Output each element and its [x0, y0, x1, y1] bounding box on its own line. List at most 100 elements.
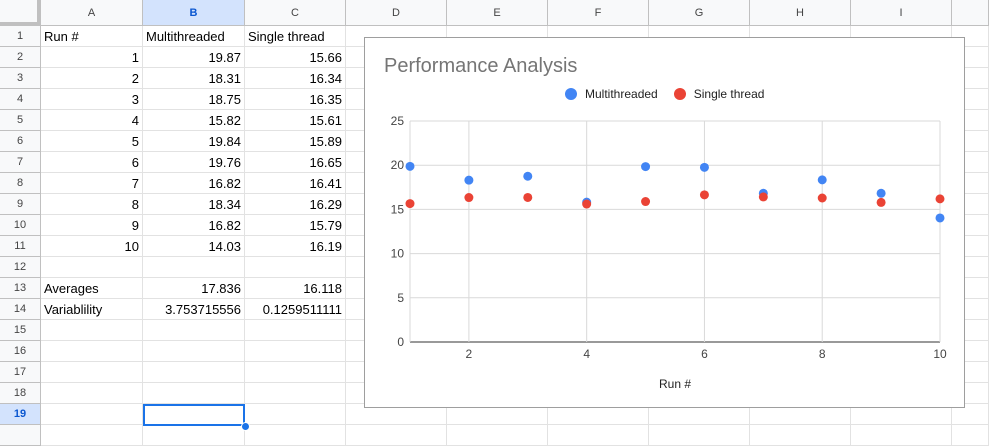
table-cell[interactable]	[245, 425, 346, 446]
table-cell[interactable]: Averages	[41, 278, 143, 299]
column-header[interactable]	[952, 0, 989, 26]
row-header[interactable]: 15	[0, 320, 41, 341]
row-header[interactable]: 18	[0, 383, 41, 404]
row-header[interactable]: 17	[0, 362, 41, 383]
table-cell[interactable]	[143, 362, 245, 383]
table-cell[interactable]: 18.31	[143, 68, 245, 89]
table-cell[interactable]: 18.34	[143, 194, 245, 215]
select-all-corner[interactable]	[0, 0, 41, 26]
scatter-chart[interactable]: Performance Analysis Multithreaded Singl…	[364, 37, 965, 408]
table-cell[interactable]	[41, 320, 143, 341]
row-header[interactable]: 4	[0, 89, 41, 110]
column-header[interactable]: F	[548, 0, 649, 26]
table-cell[interactable]	[447, 404, 548, 425]
table-cell[interactable]: 19.84	[143, 131, 245, 152]
table-cell[interactable]: 8	[41, 194, 143, 215]
table-cell[interactable]	[41, 362, 143, 383]
table-cell[interactable]	[143, 257, 245, 278]
table-cell[interactable]	[41, 404, 143, 425]
table-cell[interactable]	[41, 257, 143, 278]
table-cell[interactable]: 3.753715556	[143, 299, 245, 320]
column-header[interactable]: D	[346, 0, 447, 26]
table-cell[interactable]: 15.89	[245, 131, 346, 152]
table-cell[interactable]	[346, 404, 447, 425]
table-cell[interactable]: 16.82	[143, 173, 245, 194]
fill-handle[interactable]	[241, 422, 250, 431]
row-header[interactable]: 16	[0, 341, 41, 362]
table-cell[interactable]: 10	[41, 236, 143, 257]
table-cell[interactable]: 16.34	[245, 68, 346, 89]
table-cell[interactable]: 16.29	[245, 194, 346, 215]
row-header[interactable]	[0, 425, 41, 446]
row-header[interactable]: 14	[0, 299, 41, 320]
table-cell[interactable]	[143, 425, 245, 446]
table-cell[interactable]: 6	[41, 152, 143, 173]
column-header[interactable]: B	[143, 0, 245, 26]
table-cell[interactable]: 16.82	[143, 215, 245, 236]
row-header[interactable]: 5	[0, 110, 41, 131]
column-header[interactable]: A	[41, 0, 143, 26]
table-cell[interactable]: 15.61	[245, 110, 346, 131]
table-cell[interactable]: Multithreaded	[143, 26, 245, 47]
table-cell[interactable]	[649, 404, 750, 425]
table-cell[interactable]	[41, 341, 143, 362]
column-header[interactable]: H	[750, 0, 851, 26]
row-header[interactable]: 1	[0, 26, 41, 47]
selected-cell-outline[interactable]	[143, 404, 245, 426]
table-cell[interactable]	[245, 404, 346, 425]
table-cell[interactable]: 15.79	[245, 215, 346, 236]
row-header[interactable]: 19	[0, 404, 41, 425]
table-cell[interactable]	[245, 362, 346, 383]
table-cell[interactable]: Single thread	[245, 26, 346, 47]
column-header[interactable]: G	[649, 0, 750, 26]
table-cell[interactable]: 7	[41, 173, 143, 194]
row-header[interactable]: 9	[0, 194, 41, 215]
table-cell[interactable]	[143, 320, 245, 341]
table-cell[interactable]: 14.03	[143, 236, 245, 257]
table-cell[interactable]: 16.118	[245, 278, 346, 299]
table-cell[interactable]	[143, 383, 245, 404]
table-cell[interactable]	[447, 425, 548, 446]
table-cell[interactable]	[41, 383, 143, 404]
table-cell[interactable]	[41, 425, 143, 446]
row-header[interactable]: 12	[0, 257, 41, 278]
table-cell[interactable]: 3	[41, 89, 143, 110]
row-header[interactable]: 6	[0, 131, 41, 152]
row-header[interactable]: 3	[0, 68, 41, 89]
row-header[interactable]: 13	[0, 278, 41, 299]
table-cell[interactable]: 15.82	[143, 110, 245, 131]
row-header[interactable]: 7	[0, 152, 41, 173]
table-cell[interactable]: 16.65	[245, 152, 346, 173]
table-cell[interactable]: 1	[41, 47, 143, 68]
table-cell[interactable]	[548, 404, 649, 425]
table-cell[interactable]: 4	[41, 110, 143, 131]
table-cell[interactable]: 0.1259511111	[245, 299, 346, 320]
column-header[interactable]: C	[245, 0, 346, 26]
table-cell[interactable]: 16.41	[245, 173, 346, 194]
table-cell[interactable]: 19.87	[143, 47, 245, 68]
table-cell[interactable]: 5	[41, 131, 143, 152]
table-cell[interactable]: 17.836	[143, 278, 245, 299]
table-cell[interactable]	[245, 257, 346, 278]
table-cell[interactable]	[851, 404, 952, 425]
table-cell[interactable]: Run #	[41, 26, 143, 47]
table-cell[interactable]	[952, 425, 989, 446]
table-cell[interactable]	[750, 404, 851, 425]
row-header[interactable]: 2	[0, 47, 41, 68]
table-cell[interactable]: 18.75	[143, 89, 245, 110]
row-header[interactable]: 11	[0, 236, 41, 257]
table-cell[interactable]: 19.76	[143, 152, 245, 173]
table-cell[interactable]	[548, 425, 649, 446]
row-header[interactable]: 8	[0, 173, 41, 194]
column-header[interactable]: I	[851, 0, 952, 26]
table-cell[interactable]: 9	[41, 215, 143, 236]
table-cell[interactable]	[245, 320, 346, 341]
table-cell[interactable]: 2	[41, 68, 143, 89]
table-cell[interactable]: 16.19	[245, 236, 346, 257]
table-cell[interactable]	[649, 425, 750, 446]
row-header[interactable]: 10	[0, 215, 41, 236]
table-cell[interactable]: Variablility	[41, 299, 143, 320]
table-cell[interactable]	[245, 341, 346, 362]
table-cell[interactable]: 15.66	[245, 47, 346, 68]
table-cell[interactable]	[750, 425, 851, 446]
